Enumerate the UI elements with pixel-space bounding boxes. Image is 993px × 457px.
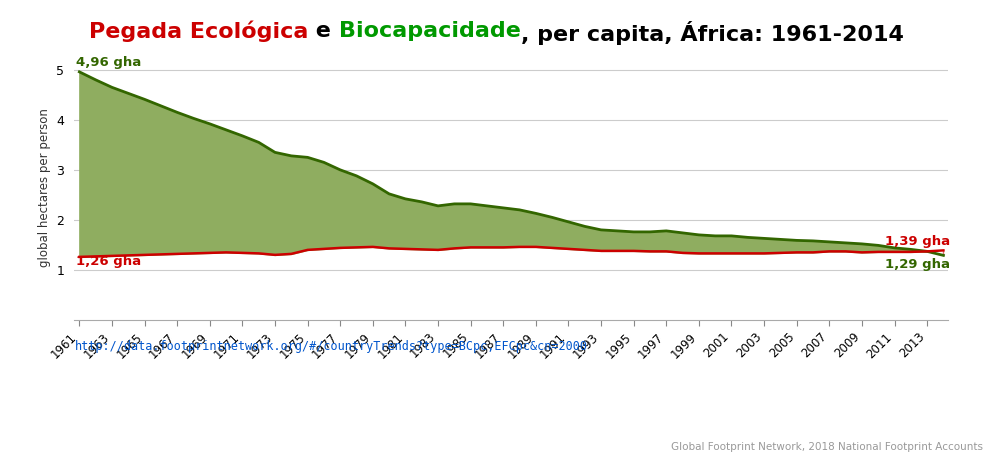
Text: , per capita, África: 1961-2014: , per capita, África: 1961-2014	[521, 21, 904, 45]
Text: Biocapacidade: Biocapacidade	[340, 21, 521, 41]
Text: http://data.footprintnetwork.org/#/countryTrends?type=BCpc,EFCpc&cn=2000: http://data.footprintnetwork.org/#/count…	[74, 340, 588, 353]
Text: 4,96 gha: 4,96 gha	[76, 56, 141, 69]
Text: 1,29 gha: 1,29 gha	[885, 258, 950, 271]
Text: e: e	[309, 21, 340, 41]
Text: 1,39 gha: 1,39 gha	[885, 235, 950, 249]
Text: 1,26 gha: 1,26 gha	[76, 255, 141, 268]
Text: Pegada Ecológica: Pegada Ecológica	[89, 21, 309, 42]
Y-axis label: global hectares per person: global hectares per person	[38, 108, 51, 267]
Text: Global Footprint Network, 2018 National Footprint Accounts: Global Footprint Network, 2018 National …	[671, 442, 983, 452]
